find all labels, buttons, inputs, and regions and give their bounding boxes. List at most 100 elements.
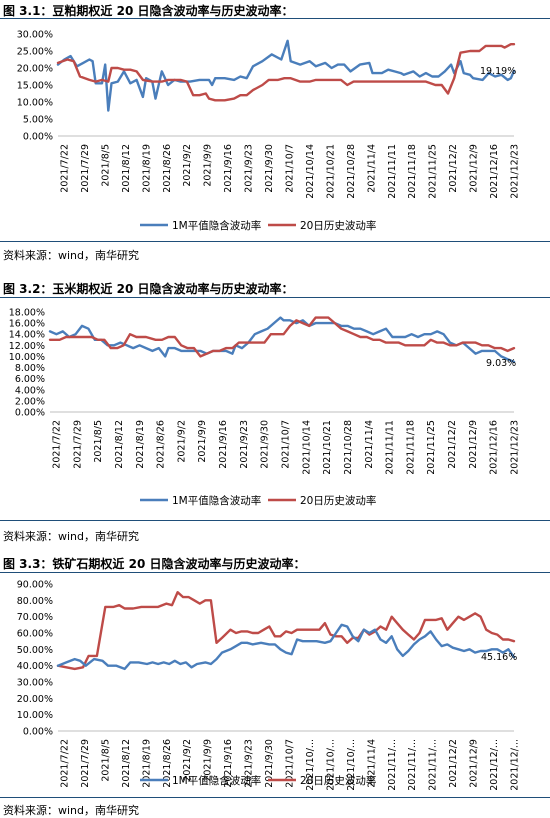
y-tick-label: 10.00% <box>9 352 45 363</box>
y-tick-label: 20.00% <box>17 64 53 75</box>
x-tick-label: 2021/9/30 <box>264 739 275 788</box>
x-tick-label: 2021/11/4 <box>366 739 377 788</box>
chart-3-title: 图 3.3：铁矿石期权近 20 日隐含波动率与历史波动率： <box>3 557 306 571</box>
x-tick-label: 2021/9/16 <box>223 739 234 788</box>
x-tick-label: 2021/8/12 <box>121 739 132 788</box>
x-tick-label: 2021/7/29 <box>80 144 91 193</box>
x-tick-label: 2021/12/9 <box>469 144 480 193</box>
y-tick-label: 14.00% <box>9 330 45 341</box>
x-tick-label: 2021/11/18 <box>405 420 416 475</box>
chart-2-svg: 0.00%2.00%4.00%6.00%8.00%10.00%12.00%14.… <box>9 308 521 508</box>
legend-label-implied: 1M平值隐含波动率 <box>172 219 261 232</box>
y-tick-label: 30.00% <box>17 30 53 41</box>
x-tick-label: 2021/7/29 <box>72 420 83 469</box>
x-tick-label: 2021/7/22 <box>52 420 63 469</box>
series-line-implied <box>48 316 516 363</box>
y-tick-label: 60.00% <box>17 629 53 640</box>
last-value-label: 9.03% <box>486 358 516 369</box>
chart-2-source: 资料来源：wind，南华研究 <box>3 530 140 543</box>
chart-1-source: 资料来源：wind，南华研究 <box>3 249 140 262</box>
x-tick-label: 2021/9/2 <box>182 739 193 782</box>
y-tick-label: 40.00% <box>17 661 53 672</box>
x-tick-label: 2021/8/5 <box>100 739 111 782</box>
x-tick-label: 2021/9/30 <box>264 144 275 193</box>
x-tick-label: 2021/8/5 <box>93 420 104 463</box>
x-tick-label: 2021/9/16 <box>223 144 234 193</box>
x-tick-label: 2021/12/23 <box>510 144 521 199</box>
y-tick-label: 16.00% <box>9 319 45 330</box>
x-tick-label: 2021/10/21 <box>322 420 333 475</box>
x-tick-label: 2021/8/26 <box>162 739 173 788</box>
legend-label-implied: 1M平值隐含波动率 <box>172 774 261 787</box>
x-tick-label: 2021/10/... <box>305 739 316 791</box>
x-tick-label: 2021/10/28 <box>343 420 354 475</box>
y-tick-label: 25.00% <box>17 47 53 58</box>
y-tick-label: 5.00% <box>23 115 53 126</box>
x-tick-label: 2021/11/25 <box>426 420 437 475</box>
x-tick-label: 2021/10/28 <box>346 144 357 199</box>
y-tick-label: 6.00% <box>15 374 45 385</box>
y-tick-label: 4.00% <box>15 385 45 396</box>
x-tick-label: 2021/8/12 <box>114 420 125 469</box>
legend-label-historical: 20日历史波动率 <box>300 494 376 507</box>
x-tick-label: 2021/12/... <box>510 739 521 791</box>
chart-1-title: 图 3.1：豆粕期权近 20 日隐含波动率与历史波动率： <box>3 4 294 18</box>
series-line-historical <box>56 591 516 671</box>
y-tick-label: 18.00% <box>9 308 45 319</box>
chart-1-svg: 0.00% 5.00% 10.00% 15.00% 20.00% 25.00% 30.00%… <box>17 30 521 233</box>
x-tick-label: 2021/10/7 <box>281 420 292 469</box>
chart-2-bottom-rule <box>0 520 550 521</box>
last-value-label: 19.19% <box>480 66 516 77</box>
x-tick-label: 2021/10/7 <box>285 739 296 788</box>
legend-label-historical: 20日历史波动率 <box>300 219 376 232</box>
x-tick-label: 2021/11/11 <box>387 144 398 199</box>
x-tick-label: 2021/12/23 <box>510 420 521 475</box>
x-tick-label: 2021/11/4 <box>364 420 375 469</box>
chart-3-bottom-rule <box>0 797 550 798</box>
y-tick-label: 20.00% <box>17 694 53 705</box>
x-tick-label: 2021/8/26 <box>156 420 167 469</box>
x-tick-label: 2021/8/19 <box>135 420 146 469</box>
y-tick-label: 30.00% <box>17 678 53 689</box>
x-tick-label: 2021/12/9 <box>469 739 480 788</box>
y-tick-label: 70.00% <box>17 612 53 623</box>
y-tick-label: 80.00% <box>17 596 53 607</box>
y-tick-label: 90.00% <box>17 580 53 591</box>
x-tick-label: 2021/9/9 <box>203 144 214 187</box>
x-tick-label: 2021/10/21 <box>325 144 336 199</box>
x-tick-label: 2021/12/16 <box>489 420 500 475</box>
y-tick-label: 0.00% <box>23 132 53 143</box>
x-tick-label: 2021/12/16 <box>489 144 500 199</box>
x-tick-label: 2021/12/9 <box>468 420 479 469</box>
last-value-label: 45.16% <box>481 652 517 663</box>
series-line-implied <box>56 39 516 112</box>
y-tick-label: 2.00% <box>15 396 45 407</box>
y-tick-label: 0.00% <box>15 408 45 419</box>
legend-label-implied: 1M平值隐含波动率 <box>172 494 261 507</box>
x-tick-label: 2021/11/4 <box>366 144 377 193</box>
x-tick-label: 2021/12/... <box>489 739 500 791</box>
x-tick-label: 2021/11/18 <box>407 144 418 199</box>
x-tick-label: 2021/9/16 <box>218 420 229 469</box>
series-line-historical <box>56 43 516 102</box>
x-tick-label: 2021/8/12 <box>121 144 132 193</box>
x-tick-label: 2021/8/5 <box>100 144 111 187</box>
series-line-implied <box>56 623 516 671</box>
chart-1-top-rule <box>0 18 550 19</box>
y-tick-label: 15.00% <box>17 81 53 92</box>
x-tick-label: 2021/11/... <box>428 739 439 791</box>
y-tick-label: 0.00% <box>23 727 53 738</box>
x-tick-label: 2021/10/14 <box>301 420 312 475</box>
y-tick-label: 10.00% <box>17 710 53 721</box>
x-tick-label: 2021/8/26 <box>162 144 173 193</box>
y-tick-label: 10.00% <box>17 98 53 109</box>
x-tick-label: 2021/9/2 <box>182 144 193 187</box>
chart-2-top-rule <box>0 297 550 298</box>
chart-3-svg: 0.00% 10.00% 20.00% 30.00% 40.00% 50.00% 60.00… <box>17 580 521 791</box>
x-tick-label: 2021/7/29 <box>80 739 91 788</box>
x-tick-label: 2021/11/11 <box>385 420 396 475</box>
x-tick-label: 2021/10/... <box>346 739 357 791</box>
chart-2-title: 图 3.2：玉米期权近 20 日隐含波动率与历史波动率： <box>3 282 294 296</box>
x-tick-label: 2021/8/19 <box>141 144 152 193</box>
x-tick-label: 2021/12/2 <box>447 420 458 469</box>
